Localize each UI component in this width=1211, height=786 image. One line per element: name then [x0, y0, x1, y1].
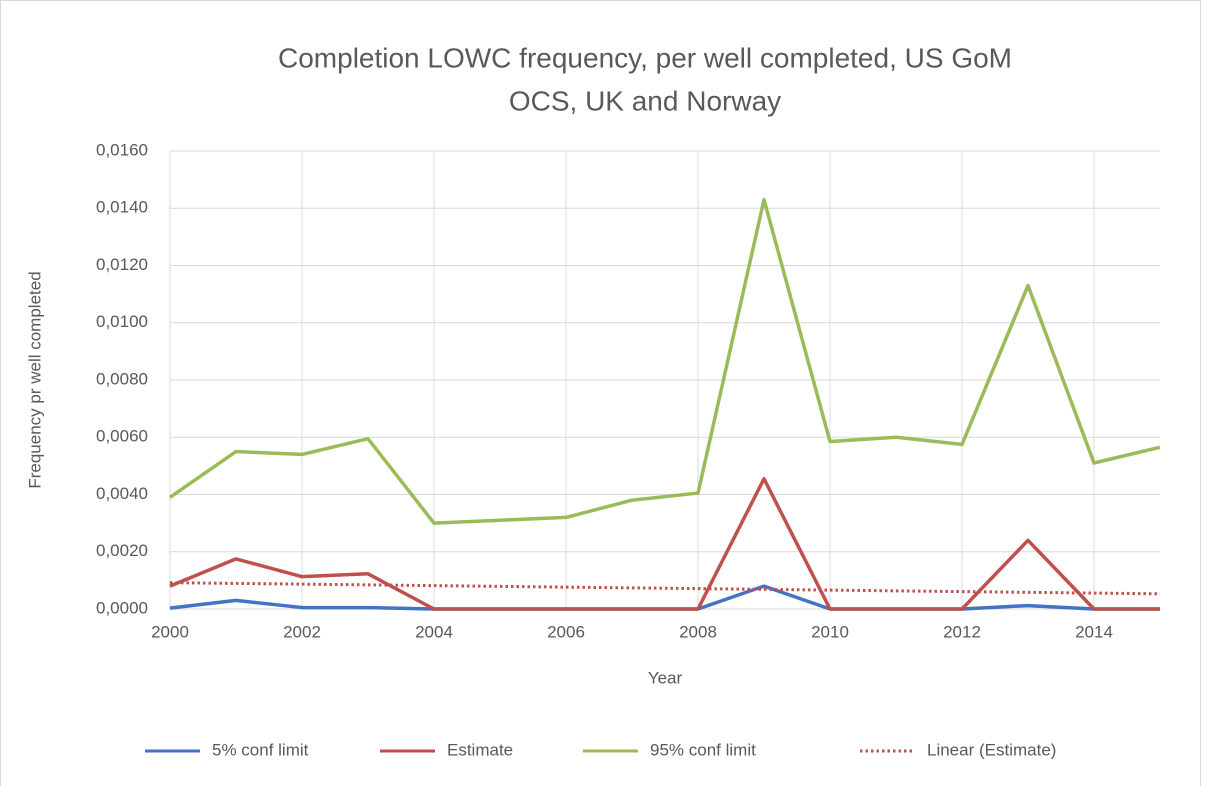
x-tick-label: 2006 [547, 622, 585, 641]
y-tick-label: 0,0020 [96, 541, 148, 560]
legend-label: Linear (Estimate) [927, 740, 1056, 759]
y-tick-label: 0,0080 [96, 369, 148, 388]
y-tick-label: 0,0160 [96, 140, 148, 159]
series-line [169, 581, 1161, 596]
x-axis-label: Year [648, 668, 683, 687]
x-tick-label: 2008 [679, 622, 717, 641]
y-axis-label: Frequency pr well completed [25, 271, 44, 488]
x-tick-label: 2012 [943, 622, 981, 641]
y-tick-label: 0,0100 [96, 312, 148, 331]
legend-label: 95% conf limit [650, 740, 756, 759]
series-line [169, 197, 1161, 525]
x-tick-label: 2002 [283, 622, 321, 641]
x-tick-label: 2010 [811, 622, 849, 641]
chart-title: OCS, UK and Norway [509, 85, 781, 116]
y-tick-label: 0,0140 [96, 198, 148, 217]
y-tick-label: 0,0060 [96, 427, 148, 446]
y-tick-label: 0,0000 [96, 598, 148, 617]
y-tick-label: 0,0120 [96, 255, 148, 274]
series-line [169, 477, 1160, 611]
y-tick-label: 0,0040 [96, 484, 148, 503]
legend-label: Estimate [447, 740, 513, 759]
x-tick-label: 2004 [415, 622, 453, 641]
x-tick-label: 2014 [1075, 622, 1113, 641]
legend-label: 5% conf limit [212, 740, 309, 759]
x-tick-label: 2000 [151, 622, 189, 641]
chart-title: Completion LOWC frequency, per well comp… [278, 42, 1012, 73]
